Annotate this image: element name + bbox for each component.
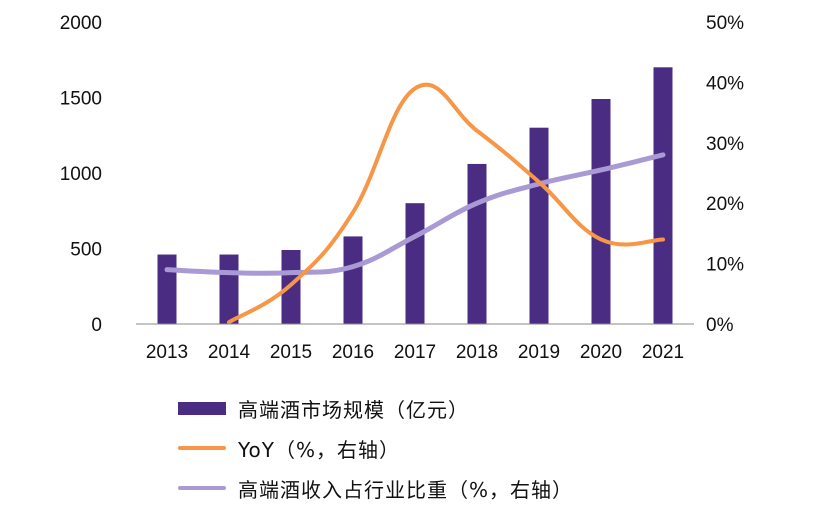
right-axis-ticks: 0% 10% 20% 30% 40% 50% <box>706 13 744 336</box>
bar-2014 <box>219 254 239 324</box>
line-yoy <box>227 82 665 325</box>
x-tick-label: 2020 <box>580 342 622 363</box>
legend-swatch-share <box>178 486 226 490</box>
legend: 高端酒市场规模（亿元） YoY（%，右轴） 高端酒收入占行业比重（%，右轴） <box>178 388 573 508</box>
x-tick-label: 2017 <box>394 342 436 363</box>
legend-label-market-size: 高端酒市场规模（亿元） <box>238 397 469 422</box>
x-tick-label: 2016 <box>332 342 374 363</box>
line-series <box>164 82 666 325</box>
legend-item-share: 高端酒收入占行业比重（%，右轴） <box>178 468 573 508</box>
bar-2018 <box>467 163 487 324</box>
x-tick-label: 2013 <box>146 342 188 363</box>
legend-label-yoy: YoY（%，右轴） <box>238 437 401 462</box>
legend-item-yoy: YoY（%，右轴） <box>178 428 573 468</box>
right-tick-label: 30% <box>706 134 744 155</box>
right-tick-label: 40% <box>706 73 744 94</box>
bar-2016 <box>343 236 363 324</box>
x-tick-label: 2015 <box>270 342 312 363</box>
x-tick-label: 2018 <box>456 342 498 363</box>
right-tick-label: 50% <box>706 13 744 34</box>
legend-item-market-size: 高端酒市场规模（亿元） <box>178 388 573 428</box>
left-tick-label: 1000 <box>60 164 102 185</box>
bar-2013 <box>157 254 177 324</box>
bar-series <box>157 67 673 325</box>
line-share <box>164 152 666 276</box>
right-tick-label: 20% <box>706 194 744 215</box>
left-tick-label: 500 <box>70 240 102 261</box>
right-tick-label: 10% <box>706 255 744 276</box>
legend-swatch-yoy <box>178 446 226 450</box>
x-tick-label: 2014 <box>208 342 251 363</box>
left-tick-label: 2000 <box>60 13 102 34</box>
bar-2021 <box>653 67 673 325</box>
left-axis-ticks: 0 500 1000 1500 2000 <box>60 13 102 336</box>
x-tick-label: 2021 <box>642 342 684 363</box>
x-axis-ticks: 2013 2014 2015 2016 2017 2018 2019 2020 2021 <box>146 342 684 363</box>
right-tick-label: 0% <box>706 315 734 336</box>
left-tick-label: 0 <box>91 315 102 336</box>
bar-2019 <box>529 127 549 324</box>
left-tick-label: 1500 <box>60 89 102 110</box>
bar-2020 <box>591 99 611 324</box>
legend-label-share: 高端酒收入占行业比重（%，右轴） <box>238 477 574 502</box>
bar-2017 <box>405 203 425 324</box>
legend-swatch-bar <box>178 401 226 415</box>
x-tick-label: 2019 <box>518 342 560 363</box>
